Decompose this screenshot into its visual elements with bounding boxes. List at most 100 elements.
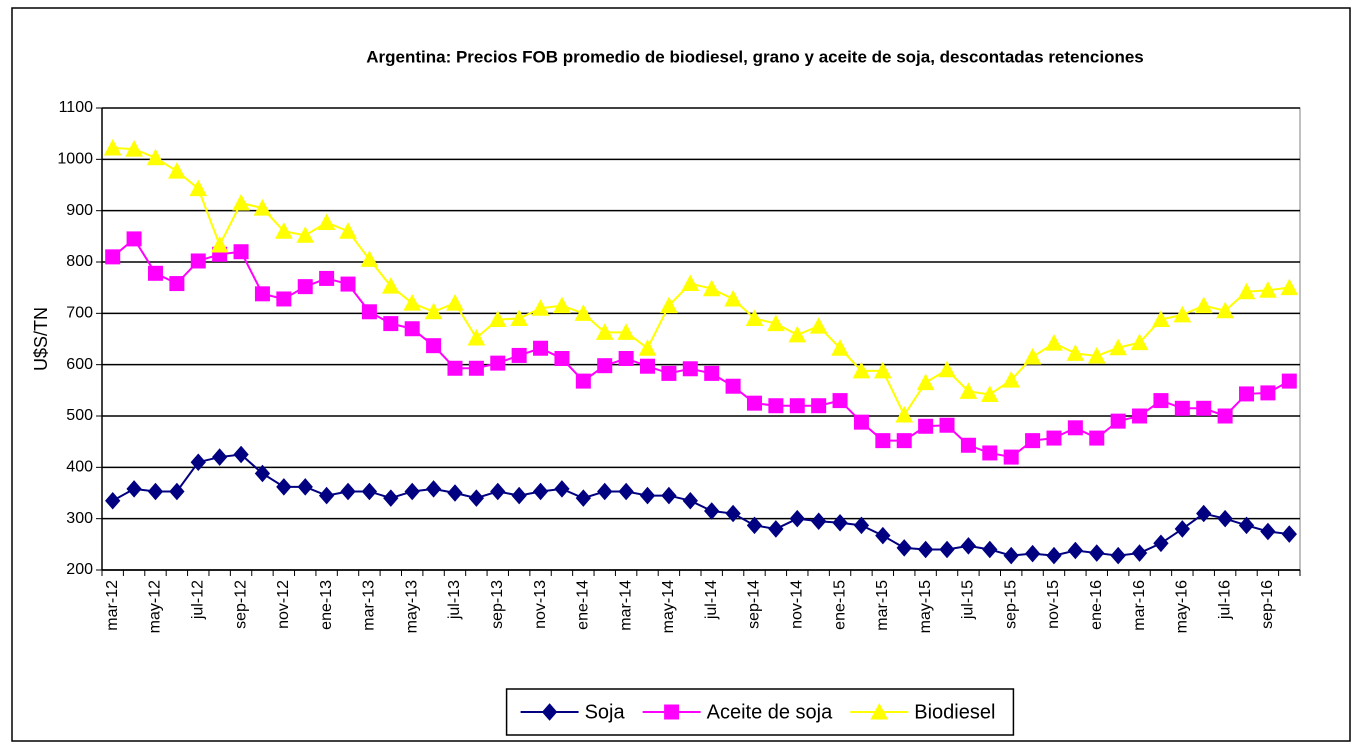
- data-point: [296, 226, 315, 243]
- data-point: [575, 373, 591, 389]
- data-point: [1003, 546, 1019, 565]
- data-point: [339, 222, 357, 239]
- data-point: [640, 358, 656, 374]
- data-point: [1132, 408, 1148, 424]
- y-tick-label: 500: [66, 407, 93, 424]
- data-point: [724, 289, 742, 307]
- data-point: [168, 162, 186, 179]
- legend-marker: [541, 703, 558, 721]
- data-point: [874, 361, 892, 379]
- data-point: [745, 309, 764, 326]
- data-point: [210, 235, 229, 253]
- data-point: [896, 433, 912, 449]
- data-point: [746, 395, 762, 411]
- y-axis-label: U$S/TN: [31, 307, 51, 371]
- y-tick-label: 1000: [57, 151, 93, 168]
- data-point: [638, 339, 657, 356]
- data-point: [597, 482, 613, 501]
- data-point: [125, 140, 143, 157]
- data-point: [254, 464, 271, 483]
- data-point: [1110, 413, 1126, 429]
- data-point: [1239, 386, 1255, 402]
- data-point: [297, 478, 313, 496]
- data-point: [1087, 346, 1106, 364]
- data-point: [1002, 371, 1021, 388]
- data-point: [939, 540, 955, 559]
- data-point: [916, 373, 935, 391]
- data-point: [317, 213, 336, 230]
- plot-area: [101, 107, 1301, 571]
- data-point: [468, 489, 485, 507]
- data-point: [1024, 544, 1041, 563]
- legend: Soja Aceite de soja Biodiesel: [505, 688, 1015, 736]
- x-tick-label: sep-13: [489, 580, 506, 629]
- data-point: [297, 279, 313, 295]
- data-point: [1131, 544, 1148, 562]
- data-point: [704, 365, 720, 381]
- data-point: [704, 502, 720, 520]
- x-tick-label: sep-14: [746, 580, 763, 629]
- data-point: [875, 433, 891, 449]
- y-tick-label: 300: [66, 510, 93, 527]
- data-point: [1238, 516, 1255, 535]
- y-tick-label: 700: [66, 305, 93, 322]
- data-point: [446, 294, 464, 311]
- data-point: [618, 351, 634, 367]
- data-point: [595, 323, 614, 340]
- data-point: [1130, 333, 1149, 351]
- x-tick-label: jul-15: [960, 580, 977, 620]
- data-point: [1281, 525, 1297, 543]
- data-point: [361, 482, 378, 501]
- x-tick-label: sep-15: [1002, 580, 1019, 629]
- x-tick-label: sep-12: [232, 580, 249, 629]
- data-point: [1280, 278, 1299, 296]
- data-point: [1196, 400, 1212, 416]
- data-point: [661, 486, 677, 505]
- y-tick-label: 900: [66, 202, 93, 219]
- data-point: [233, 445, 249, 464]
- data-point: [1196, 504, 1212, 523]
- data-point: [233, 244, 249, 260]
- data-point: [253, 199, 272, 216]
- data-point: [467, 328, 486, 346]
- data-point: [533, 340, 549, 356]
- data-point: [189, 179, 208, 197]
- data-point: [381, 277, 400, 294]
- data-point: [809, 317, 828, 334]
- data-point: [575, 489, 592, 507]
- data-point: [1237, 282, 1256, 300]
- legend-box: [505, 688, 1015, 736]
- data-point: [426, 338, 442, 354]
- data-point: [1174, 520, 1191, 538]
- y-tick-label: 1100: [59, 99, 94, 116]
- legend-label: Soja: [585, 701, 626, 723]
- x-tick-label: ene-13: [318, 580, 335, 630]
- data-point: [211, 448, 228, 466]
- x-tick-label: nov-14: [788, 580, 805, 629]
- data-point: [126, 231, 142, 247]
- x-tick-label: nov-13: [532, 580, 549, 629]
- data-point: [768, 520, 784, 538]
- data-point: [554, 351, 570, 367]
- data-point: [276, 478, 292, 496]
- data-point: [1281, 373, 1297, 389]
- x-tick-label: jul-16: [1216, 580, 1233, 620]
- data-point: [403, 294, 422, 311]
- data-point: [254, 286, 270, 302]
- data-point: [725, 378, 741, 394]
- y-tick-label: 200: [66, 561, 93, 578]
- data-point: [702, 279, 721, 297]
- data-point: [531, 299, 550, 316]
- data-point: [832, 514, 848, 532]
- data-point: [768, 398, 784, 414]
- data-point: [896, 539, 912, 557]
- data-point: [960, 537, 977, 555]
- data-point: [425, 480, 442, 498]
- data-point: [767, 314, 785, 332]
- data-point: [276, 291, 292, 307]
- data-point: [1066, 344, 1085, 361]
- data-point: [980, 385, 999, 402]
- data-point: [875, 526, 891, 545]
